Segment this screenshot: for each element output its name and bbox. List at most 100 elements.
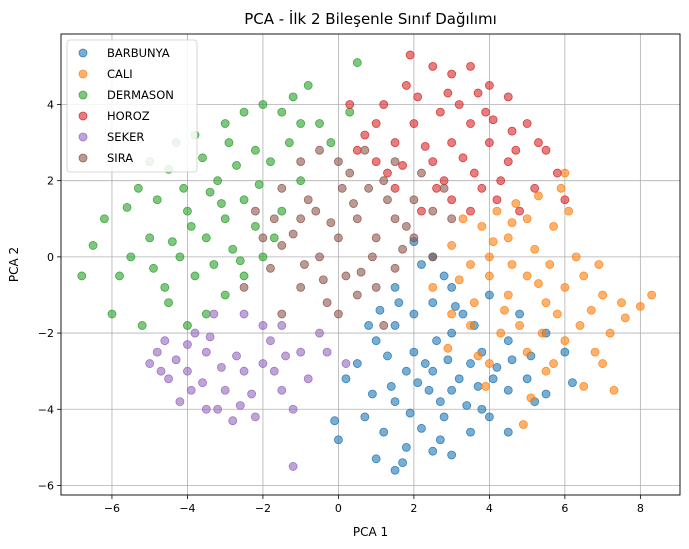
data-point [379,427,389,437]
data-point [239,309,249,319]
data-point [466,119,475,128]
grid-lines [61,34,680,495]
data-point [420,141,430,151]
data-point [556,183,566,193]
data-point [205,187,215,197]
data-point [277,241,287,250]
y-tick-label: −2 [38,327,54,340]
data-point [503,336,513,346]
data-point [515,321,524,330]
data-point [545,260,555,269]
data-point [428,298,438,307]
data-point [432,336,441,346]
data-point [341,374,351,384]
data-point [183,206,192,216]
data-point [250,206,260,216]
data-point [371,454,381,464]
data-point [518,420,528,429]
data-point [296,214,306,224]
data-point [383,351,392,361]
data-point [115,271,124,281]
data-point [258,252,268,262]
data-point [413,378,423,388]
x-tick-label: 0 [335,502,342,515]
data-point [213,404,223,414]
data-point [560,168,570,178]
data-point [228,244,238,254]
data-point [503,233,513,243]
data-point [167,237,177,247]
data-point [409,233,419,243]
data-point [413,92,423,102]
x-tick-label: 6 [561,502,568,515]
data-point [454,275,464,285]
legend-marker [78,90,88,100]
data-point [481,107,491,117]
data-point [390,465,400,475]
data-point [511,199,521,208]
data-point [598,290,608,300]
data-point [447,450,457,460]
data-point [466,359,475,368]
data-point [296,157,306,167]
data-point [511,145,521,155]
data-point [398,458,407,468]
data-point [541,145,551,155]
data-point [537,328,547,338]
data-point [288,404,298,414]
data-point [164,374,173,384]
data-point [352,58,362,67]
data-point [469,298,479,307]
series-cali [428,168,657,429]
data-point [269,366,279,376]
data-point [409,195,419,205]
data-point [522,271,532,281]
data-point [398,161,407,170]
data-point [220,214,230,224]
data-point [435,107,445,117]
data-point [183,366,192,376]
data-point [183,321,192,330]
data-point [345,168,355,178]
data-point [617,298,626,307]
data-point [303,374,313,384]
data-point [571,252,581,262]
data-point [209,309,219,319]
data-point [137,321,147,330]
data-point [435,397,445,407]
data-point [586,305,596,315]
data-point [420,359,430,368]
data-point [564,206,574,216]
legend-marker [78,69,88,79]
data-point [428,446,438,456]
data-point [258,100,268,109]
data-point [296,176,306,186]
data-point [620,313,630,323]
data-point [258,233,268,243]
data-point [217,199,226,208]
legend-label: SIRA [107,151,133,165]
data-point [371,282,381,292]
data-point [492,195,502,205]
data-point [133,183,143,193]
y-axis-label: PCA 2 [7,247,21,282]
data-point [277,107,287,117]
data-point [428,366,438,376]
data-point [549,359,558,368]
data-point [428,157,438,167]
data-point [458,153,468,163]
data-point [217,362,226,372]
data-point [579,382,589,391]
data-point [258,359,268,368]
data-point [484,81,494,90]
data-point [390,397,400,407]
series-barbunya [330,237,577,475]
data-point [334,309,343,319]
data-point [352,145,362,155]
data-point [560,195,570,205]
data-point [500,305,509,315]
data-point [503,427,513,437]
data-point [277,385,287,395]
data-point [598,359,608,368]
